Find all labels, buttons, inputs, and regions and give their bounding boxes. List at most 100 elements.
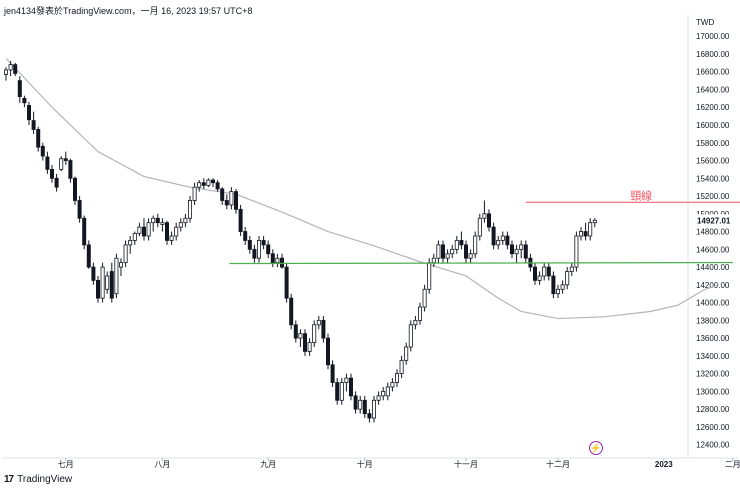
candle-body <box>404 346 409 361</box>
candle-body <box>183 217 188 224</box>
candle-body <box>482 213 487 219</box>
candle-body <box>325 337 330 366</box>
y-tick-label: 13000.00 <box>696 387 730 396</box>
candle-body <box>178 222 183 228</box>
y-tick-label: 12600.00 <box>696 423 730 432</box>
candle-body <box>588 222 593 237</box>
candle-body <box>486 213 491 228</box>
y-tick-label: 12800.00 <box>696 405 730 414</box>
candle-body <box>307 342 312 352</box>
candle-body <box>574 235 579 268</box>
y-tick-label: 13800.00 <box>696 316 730 325</box>
candle-body <box>298 333 303 339</box>
candle-body <box>436 244 441 259</box>
chart-header: jen4134發表於TradingView.com，一月 16, 2023 19… <box>4 6 253 16</box>
neckline-label: 頸線 <box>630 188 652 202</box>
candle-body <box>68 160 73 179</box>
y-tick-label: 14200.00 <box>696 281 730 290</box>
flash-icon[interactable]: ⚡ <box>589 441 603 455</box>
x-tick-label: 八月 <box>154 460 170 469</box>
candle-body <box>206 179 211 186</box>
y-tick-label: 17000.00 <box>696 32 730 41</box>
candle-body <box>519 244 524 250</box>
candle-body <box>500 235 505 241</box>
x-tick-label: 九月 <box>260 460 276 469</box>
candle-body <box>224 200 229 206</box>
candle-body <box>96 279 101 299</box>
candle-body <box>284 266 289 299</box>
candle-body <box>243 231 248 241</box>
candle-body <box>491 226 496 246</box>
candle-body <box>367 413 372 419</box>
candle-body <box>523 244 528 259</box>
candle-body <box>169 235 174 241</box>
candle-body <box>31 120 36 130</box>
candle-body <box>266 244 271 255</box>
candle-body <box>468 253 473 259</box>
candle-body <box>26 105 31 121</box>
candle-body <box>233 191 238 210</box>
y-tick-label: 14400.00 <box>696 263 730 272</box>
candle-body <box>36 129 41 148</box>
candle-body <box>238 208 243 232</box>
candle-body <box>73 177 78 201</box>
candle-body <box>390 382 395 388</box>
y-tick-label: 15200.00 <box>696 192 730 201</box>
y-tick-label: 13400.00 <box>696 352 730 361</box>
candle-body <box>537 275 542 281</box>
candle-body <box>348 377 353 397</box>
candle-body <box>509 244 514 255</box>
candle-body <box>8 64 13 71</box>
candle-body <box>381 390 386 397</box>
candle-body <box>560 284 565 290</box>
candle-body <box>105 275 110 290</box>
last-price-box <box>692 214 736 227</box>
candle-body <box>279 257 284 268</box>
candle-body <box>569 266 574 272</box>
candle-body <box>13 64 18 74</box>
x-tick-label: 十二月 <box>546 459 570 469</box>
candle-body <box>128 240 133 246</box>
y-tick-label: 13600.00 <box>696 334 730 343</box>
candle-body <box>289 297 294 326</box>
y-tick-label: 16800.00 <box>696 50 730 59</box>
candle-body <box>109 271 114 299</box>
x-tick-label: 十月 <box>357 459 373 469</box>
candle-body <box>330 364 335 383</box>
candle-body <box>215 182 220 190</box>
candle-body <box>132 232 137 241</box>
candle-body <box>197 182 202 188</box>
y-tick-label: 15400.00 <box>696 174 730 183</box>
candle-body <box>82 217 87 246</box>
candle-body <box>546 266 551 277</box>
brand-text: TradingView <box>17 474 73 485</box>
y-tick-label: 13200.00 <box>696 370 730 379</box>
candle-body <box>17 80 22 97</box>
candle-body <box>247 240 252 250</box>
candle-body <box>22 97 27 104</box>
footer-brand[interactable]: 17 TradingView <box>4 474 72 485</box>
candle-body <box>63 158 68 161</box>
candle-body <box>220 188 225 201</box>
candle-body <box>579 231 584 237</box>
candle-body <box>54 177 59 188</box>
candle-body <box>187 200 192 219</box>
candle-body <box>321 319 326 339</box>
currency-label: TWD <box>696 18 715 27</box>
candle-body <box>114 257 119 295</box>
candle-body <box>192 186 197 201</box>
x-tick-label: 2023 <box>655 460 673 469</box>
y-tick-label: 14000.00 <box>696 299 730 308</box>
candle-body <box>45 156 50 170</box>
candle-body <box>100 266 105 299</box>
candle-body <box>459 240 464 246</box>
candle-body <box>505 235 510 246</box>
candle-body <box>151 217 156 224</box>
candle-body <box>385 386 390 397</box>
candle-body <box>454 240 459 250</box>
candle-body <box>91 266 96 281</box>
candle-body <box>77 200 82 219</box>
candle-body <box>344 377 349 383</box>
candle-body <box>4 69 9 75</box>
